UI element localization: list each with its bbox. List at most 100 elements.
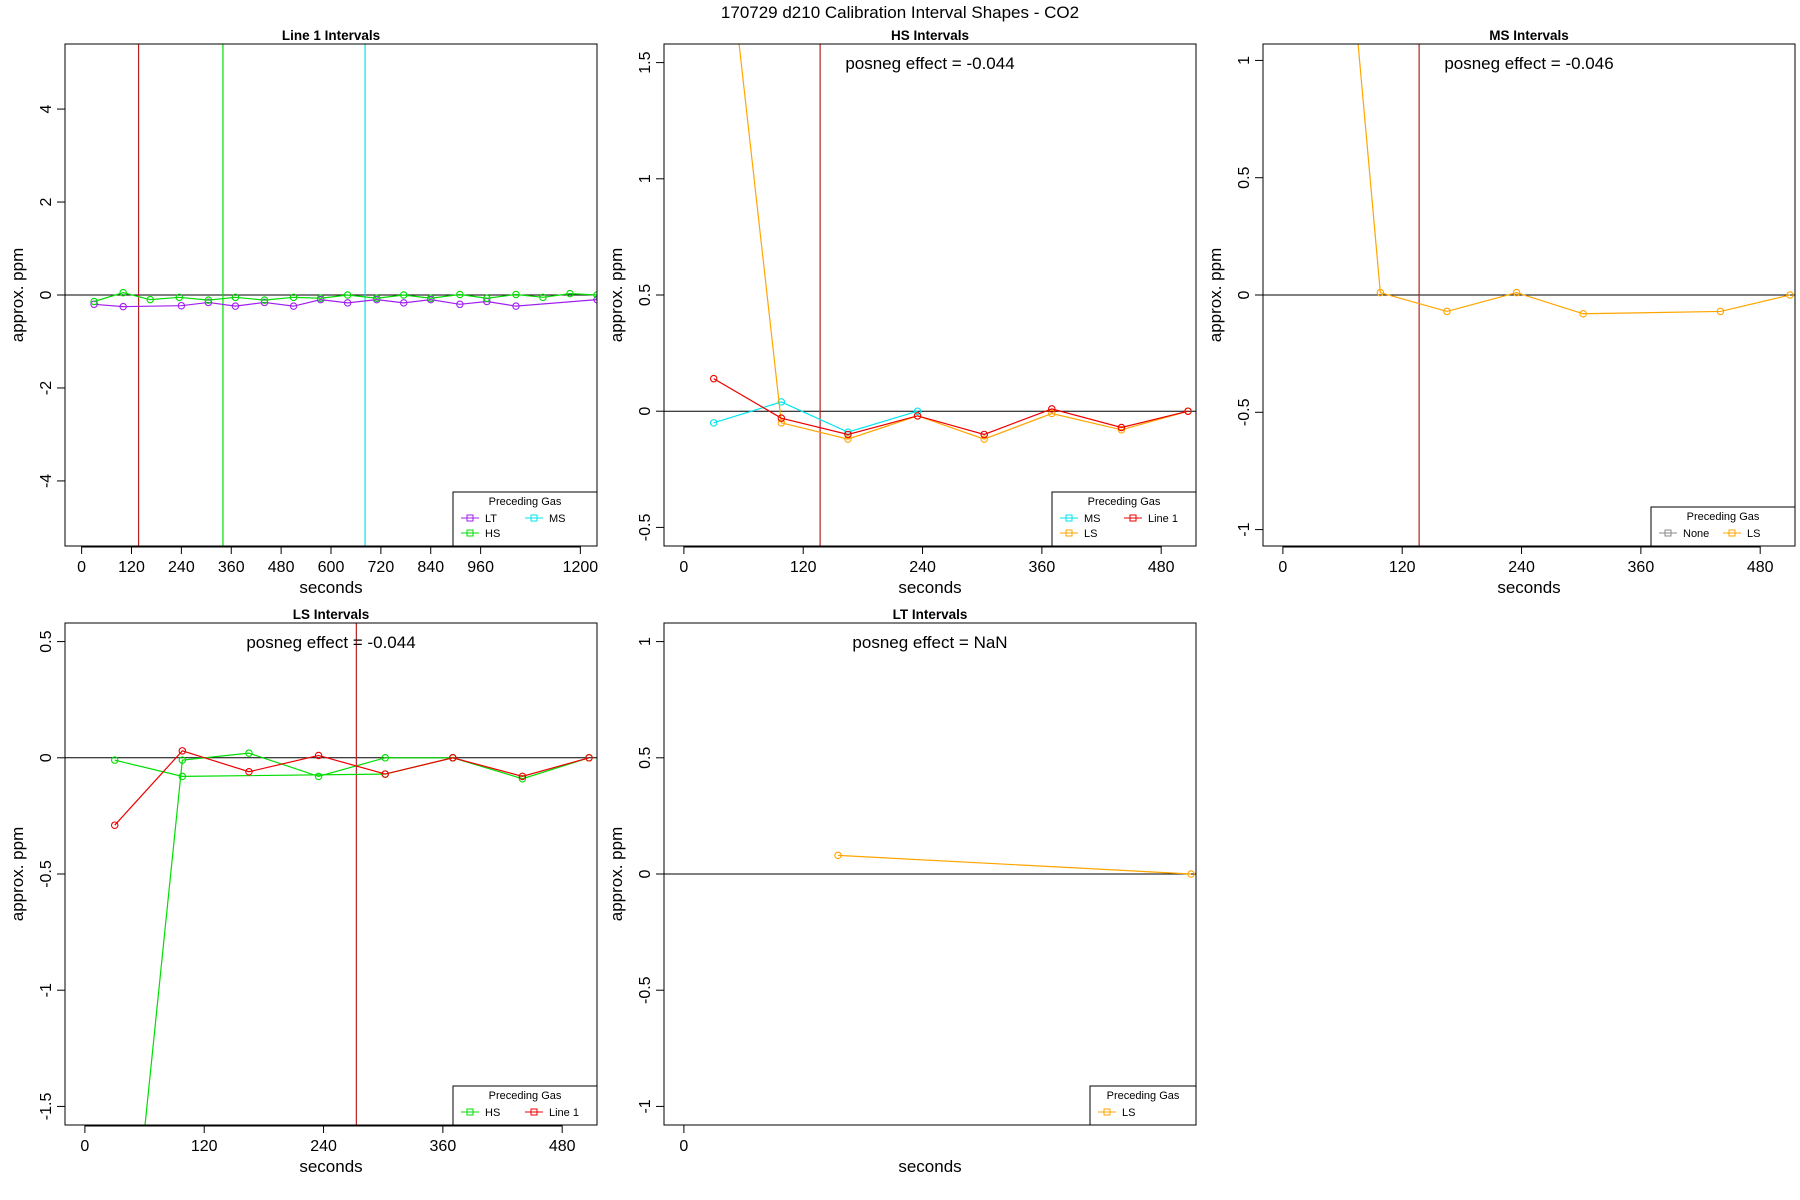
y-tick-label: -0.5 [637,976,654,1004]
data-point [204,298,213,307]
legend-title: Preceding Gas [1088,496,1161,508]
data-point [1443,307,1451,316]
data-point [1048,405,1056,413]
data-point [1117,426,1126,434]
panel-title: MS Intervals [1489,28,1569,43]
data-point [119,302,127,311]
y-tick-label: -1.5 [38,1093,55,1121]
y-tick-label: 0.5 [637,284,654,306]
data-point [539,293,547,302]
y-axis: -0.5 0 0.5 1 1.5 approx. ppm [607,51,665,541]
data-point [913,407,922,415]
legend-label: MS [1084,513,1101,525]
data-point [204,296,213,304]
series-line-hs [93,292,597,303]
series-line-ms [713,401,918,433]
data-point [231,293,240,302]
data-point [585,754,593,762]
x-tick-label: 480 [268,559,295,576]
y-tick-label: 0 [38,753,55,762]
panel-title: Line 1 Intervals [282,28,380,43]
panel-title: LS Intervals [293,607,370,622]
x-tick-label: 0 [679,559,688,576]
x-tick-label: 960 [467,559,494,576]
data-point [913,412,922,420]
data-point [110,821,119,829]
x-tick-label: 0 [1278,559,1287,576]
data-point [178,747,187,755]
data-point [260,298,269,307]
legend-title: Preceding Gas [489,496,562,508]
legend-title: Preceding Gas [489,1090,562,1102]
plot-frame [663,43,1197,547]
y-tick-label: -1 [1236,522,1253,536]
data-point [381,770,389,778]
data-point [372,294,381,303]
x-axis-label: seconds [898,578,961,597]
y-tick-label: 1 [1236,56,1253,65]
x-tick-label: 120 [1389,559,1416,576]
y-axis: -1.5 -1 -0.5 0 0.5 approx. ppm [8,630,66,1121]
data-point [518,774,527,783]
y-axis-label: approx. ppm [8,827,27,922]
x-axis-label: seconds [898,1157,961,1176]
data-point [289,293,298,302]
legend-entry: Line 1 [1124,513,1178,525]
y-tick-label: -2 [38,381,55,395]
posneg-annotation: posneg effect = NaN [852,633,1007,652]
data-point [980,435,988,443]
legend-entry: LT [461,513,497,525]
data-point [1354,34,1360,40]
legend-entry: LS [1098,1107,1135,1119]
data-point [844,435,852,443]
data-point [844,428,852,436]
y-tick-label: -0.5 [38,860,55,888]
data-point [260,296,269,304]
series-line-line-1 [713,378,1189,436]
data-point [141,1126,147,1132]
y-tick-label: 0 [637,869,654,878]
data-point [735,36,741,42]
legend: Preceding Gas LS [1089,1085,1197,1126]
data-point [245,749,253,757]
x-tick-label: 480 [1148,559,1175,576]
legend-entry: MS [1060,513,1101,525]
legend-label: MS [549,513,566,525]
y-tick-label: 0.5 [38,630,55,652]
legend-label: HS [485,528,500,540]
y-tick-label: -1 [637,1099,654,1113]
data-point [1579,310,1587,318]
series-line-hs [144,752,590,1125]
legend-entry: HS [461,528,500,540]
y-tick-label: 1 [637,637,654,646]
x-axis: 0 120 240 360 480 seconds [80,1125,576,1176]
data-point [90,297,98,306]
data-point [1376,288,1385,297]
data-point [456,300,464,309]
data-point [456,290,464,299]
x-tick-label: 120 [790,559,817,576]
x-tick-label: 840 [417,559,444,576]
legend-entry: None [1659,528,1709,540]
y-tick-label: 1 [637,174,654,183]
y-axis-label: approx. ppm [607,827,626,922]
x-tick-label: 1200 [563,559,599,576]
legend-label: LS [1747,528,1760,540]
x-tick-label: 240 [909,559,936,576]
y-tick-label: -4 [38,474,55,488]
data-point [231,302,240,310]
series-line-ls [738,44,1189,440]
y-axis-label: approx. ppm [607,248,626,343]
x-tick-label: 480 [549,1138,576,1155]
y-axis: -1 -0.5 0 0.5 1 approx. ppm [607,637,665,1114]
plot-frame [64,622,598,1126]
x-axis-label: seconds [299,1157,362,1176]
data-point [399,299,408,307]
y-tick-label: 0.5 [1236,166,1253,188]
legend-label: LS [1122,1107,1135,1119]
legend-label: Line 1 [1148,513,1178,525]
figure-title: 170729 d210 Calibration Interval Shapes … [721,3,1079,22]
x-tick-label: 0 [679,1138,688,1155]
